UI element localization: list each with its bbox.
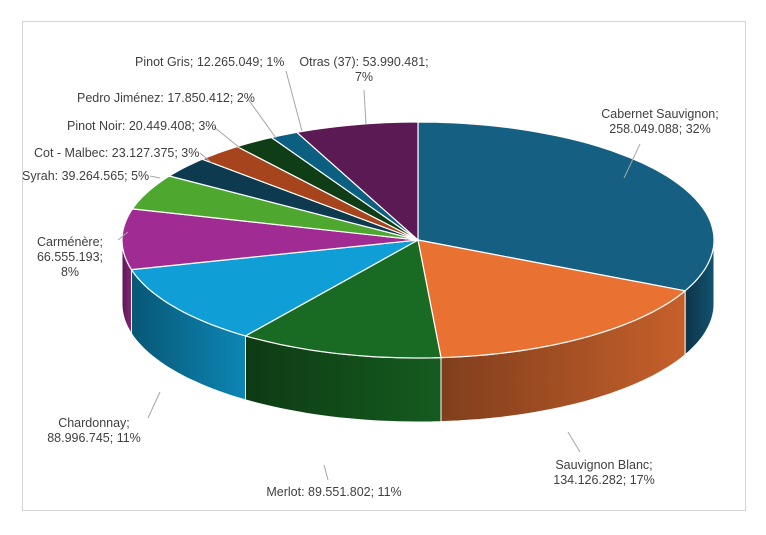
data-label-otras-37-: Otras (37): 53.990.481; 7%: [299, 55, 428, 84]
data-label-cot-malbec: Cot - Malbec: 23.127.375; 3%: [34, 146, 199, 160]
pie-slice-pinot-noir: [201, 146, 419, 241]
data-label-pinot-noir: Pinot Noir: 20.449.408; 3%: [67, 119, 216, 133]
leader-line-pedro-jim-nez: [247, 98, 277, 139]
leader-line-otras-37-: [363, 89, 367, 125]
leader-line-merlot: [323, 464, 329, 481]
leader-line-pinot-gris: [285, 70, 303, 132]
data-label-merlot: Merlot: 89.551.802; 11%: [266, 485, 401, 499]
data-label-carm-n-re: Carménère; 66.555.193; 8%: [37, 235, 103, 279]
leader-line-cabernet-sauvignon: [623, 143, 641, 179]
pie-slice-otras-37-: [296, 121, 419, 241]
pie-slice-syrah: [131, 175, 419, 241]
pie-slice-merlot: [244, 239, 442, 359]
leader-line-cot-malbec: [199, 152, 213, 164]
data-label-pedro-jim-nez: Pedro Jiménez: 17.850.412; 2%: [77, 91, 255, 105]
data-label-chardonnay: Chardonnay; 88.996.745; 11%: [47, 416, 141, 445]
pie-slice-cabernet-sauvignon: [417, 121, 715, 292]
leader-line-carm-n-re: [117, 231, 129, 241]
data-label-sauvignon-blanc: Sauvignon Blanc; 134.126.282; 17%: [553, 458, 654, 487]
leader-line-pinot-noir: [213, 126, 241, 149]
data-labels: Cabernet Sauvignon; 258.049.088; 32% Sauvi…: [22, 55, 719, 499]
pie-slice-carm-n-re: [121, 208, 419, 271]
data-label-syrah: Syrah: 39.264.565; 5%: [22, 169, 149, 183]
leader-line-sauvignon-blanc: [567, 431, 581, 453]
pie-slices: [121, 121, 715, 359]
pie-sides: [121, 239, 715, 423]
data-label-pinot-gris: Pinot Gris; 12.265.049; 1%: [135, 55, 284, 69]
leader-line-syrah: [149, 175, 161, 179]
pie-slice-cot-malbec: [168, 158, 419, 241]
data-label-cabernet-sauvignon: Cabernet Sauvignon; 258.049.088; 32%: [601, 107, 718, 136]
pie-slice-sauvignon-blanc: [417, 239, 686, 359]
leader-line-chardonnay: [147, 391, 161, 419]
pie-slice-chardonnay: [130, 239, 419, 337]
